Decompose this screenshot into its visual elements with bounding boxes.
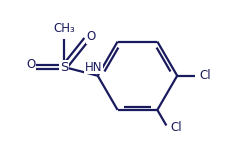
Text: Cl: Cl [170,121,182,134]
Text: O: O [87,30,96,43]
Text: S: S [60,61,69,74]
Text: CH₃: CH₃ [53,22,75,35]
Text: Cl: Cl [200,69,211,82]
Text: HN: HN [85,61,102,74]
Text: O: O [26,58,36,71]
